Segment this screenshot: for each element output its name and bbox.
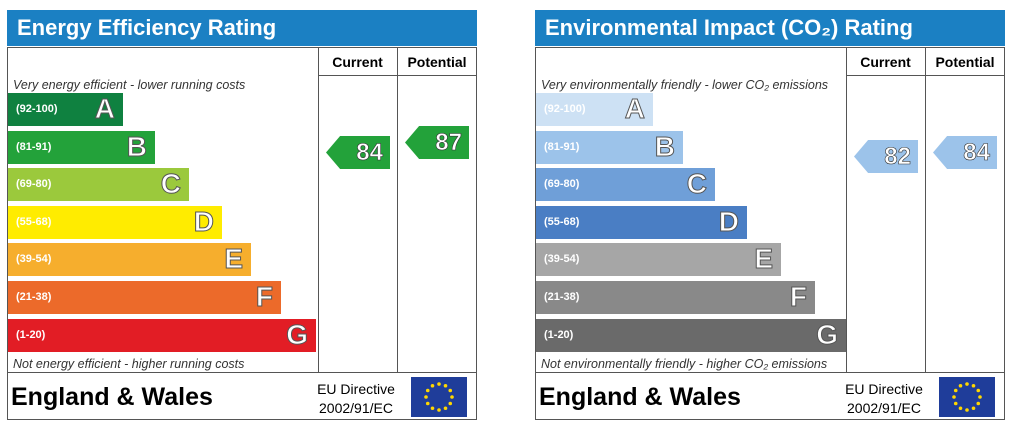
- band-letter: A: [94, 93, 115, 125]
- column-header: Current: [860, 54, 911, 70]
- band-letter: D: [193, 205, 214, 237]
- col-line: [397, 47, 398, 372]
- eu-stars: [952, 382, 982, 412]
- band-range: (1-20): [544, 328, 574, 341]
- top-note: Very environmentally friendly - lower CO…: [541, 78, 829, 92]
- rating-band: (39-54) E: [8, 243, 251, 277]
- band-range: (81-91): [544, 140, 580, 153]
- rating-band: (39-54) E: [536, 243, 781, 277]
- band-letter: C: [160, 168, 181, 200]
- panel-title: Environmental Impact (CO₂) Rating: [535, 10, 1005, 46]
- band-range: (1-20): [16, 328, 46, 341]
- col-line: [318, 47, 319, 372]
- band-range: (21-38): [544, 291, 580, 303]
- band-letter: C: [686, 168, 707, 200]
- directive: 2002/91/EC: [847, 400, 921, 416]
- band-letter: A: [624, 93, 645, 125]
- band-range: (21-38): [16, 291, 52, 303]
- panel-box: [535, 47, 1005, 420]
- band-letter: G: [816, 318, 839, 350]
- band-letter: G: [286, 318, 309, 350]
- band-letter: F: [255, 281, 273, 313]
- band-letter: B: [654, 130, 675, 162]
- rating-band: (92-100) A: [8, 93, 123, 126]
- eu-stars: [424, 382, 454, 412]
- band-range: (55-68): [544, 215, 580, 228]
- band-range: (69-80): [544, 178, 580, 191]
- band-letter: B: [126, 130, 147, 162]
- column-header: Current: [332, 54, 383, 70]
- eu-flag: [411, 377, 467, 417]
- row-line: [7, 372, 477, 373]
- column-header: Potential: [935, 54, 995, 70]
- row-line: [846, 75, 1005, 76]
- rating-band: (55-68) D: [8, 205, 222, 239]
- band-letter: F: [789, 281, 807, 313]
- band-letter: D: [718, 205, 739, 237]
- rating-band: (81-91) B: [536, 130, 683, 164]
- panel-title: Energy Efficiency Rating: [7, 10, 477, 46]
- directive: 2002/91/EC: [319, 400, 393, 416]
- current-rating: 84: [326, 136, 390, 169]
- band-range: (92-100): [544, 103, 586, 115]
- panel-box: [7, 47, 477, 420]
- directive: EU Directive: [845, 381, 923, 397]
- rating-band: (81-91) B: [8, 130, 155, 164]
- top-note: Very energy efficient - lower running co…: [13, 78, 246, 92]
- row-line: [318, 75, 477, 76]
- potential-rating: 84: [933, 136, 997, 169]
- directive: EU Directive: [317, 381, 395, 397]
- col-line: [925, 47, 926, 372]
- current-rating: 82: [854, 140, 918, 173]
- row-line: [535, 372, 1005, 373]
- region: England & Wales: [11, 383, 213, 411]
- potential-rating: 87: [405, 126, 469, 159]
- band-range: (55-68): [16, 215, 52, 228]
- band-range: (69-80): [16, 178, 52, 191]
- rating-band: (1-20) G: [8, 318, 316, 352]
- band-letter: E: [224, 243, 244, 275]
- column-header: Potential: [407, 54, 467, 70]
- bottom-note: Not environmentally friendly - higher CO…: [541, 357, 828, 371]
- rating-band: (1-20) G: [536, 318, 846, 352]
- rating-band: (21-38) F: [536, 281, 815, 314]
- rating-band: (55-68) D: [536, 205, 747, 239]
- rating-band: (69-80) C: [536, 168, 715, 202]
- eu-flag: [939, 377, 995, 417]
- rating-band: (69-80) C: [8, 168, 189, 202]
- bottom-note: Not energy efficient - higher running co…: [13, 357, 245, 371]
- band-range: (39-54): [16, 253, 52, 266]
- col-line: [846, 47, 847, 372]
- band-range: (81-91): [16, 140, 52, 153]
- rating-band: (21-38) F: [8, 281, 281, 314]
- band-range: (92-100): [16, 103, 58, 115]
- band-letter: E: [754, 243, 774, 275]
- rating-band: (92-100) A: [536, 93, 653, 126]
- region: England & Wales: [539, 383, 741, 411]
- band-range: (39-54): [544, 253, 580, 266]
